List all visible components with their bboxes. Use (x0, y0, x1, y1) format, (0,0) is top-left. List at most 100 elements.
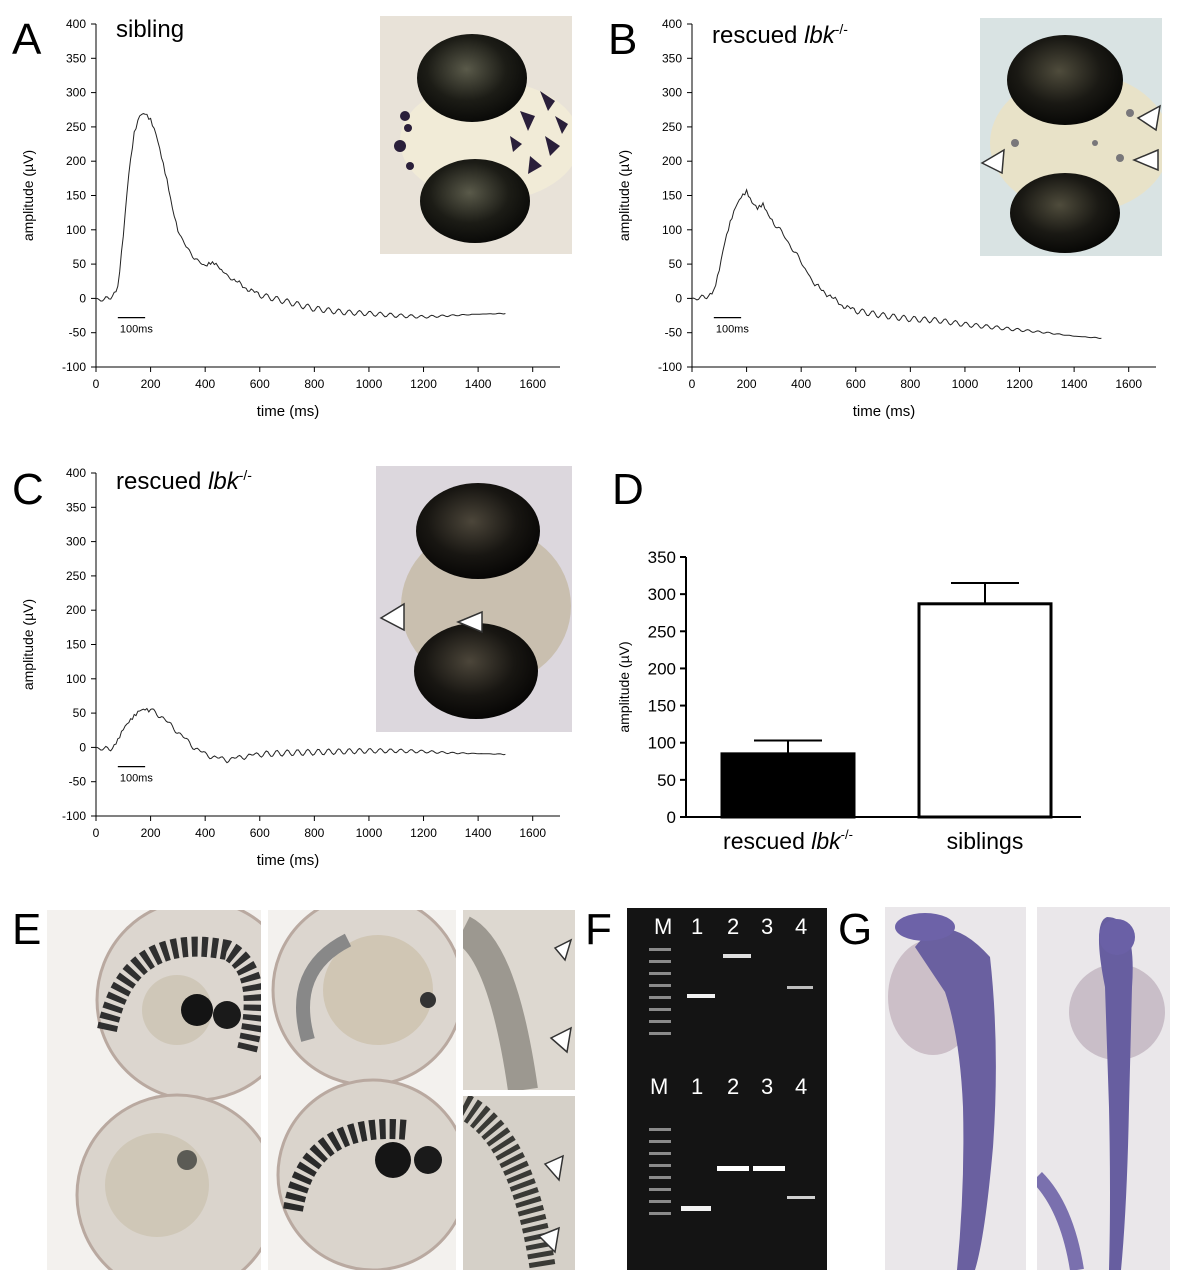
trace-line (95, 113, 506, 319)
in-situ-photo-dorsal (1037, 907, 1170, 1270)
larva-head-photo-b (980, 18, 1162, 256)
y-tick-label: 400 (662, 17, 682, 31)
x-tick-label: 0 (689, 377, 696, 391)
chart-d: 0 50 100 150 200 250 300 350 amplitude (µV) rescu… (616, 548, 1081, 854)
x-tick-label: 200 (141, 377, 161, 391)
gene-name: lbk (811, 828, 842, 854)
y-tick-label: -50 (69, 326, 87, 340)
larva-head-photo-c (376, 466, 572, 732)
x-tick-label: 400 (195, 826, 215, 840)
y-tick-label: -50 (69, 775, 87, 789)
x-tick-label: 1400 (465, 377, 492, 391)
bar (917, 602, 1053, 819)
y-tick-label: 0 (79, 291, 86, 305)
gene-name: lbk (804, 22, 835, 49)
y-tick-label: 250 (66, 120, 86, 134)
embryo-photo-middle (268, 910, 456, 1270)
y-tick-label: 50 (73, 257, 87, 271)
x-tick-label: 200 (737, 377, 757, 391)
y-tick-label: 300 (662, 86, 682, 100)
y-tick-label: 250 (662, 120, 682, 134)
x-tick-label: 200 (141, 826, 161, 840)
y-tick-label: 400 (66, 17, 86, 31)
larva-head-photo-a (380, 16, 572, 254)
x-axis-label: time (ms) (257, 403, 320, 420)
x-tick-label: 800 (304, 826, 324, 840)
x-tick-label: 0 (93, 826, 100, 840)
y-tick-label: 100 (662, 223, 682, 237)
chart-b: -100 -50 0 50 100 150 200 250 300 350 400 0 200 400 60… (616, 17, 1156, 420)
x-tick-label: 600 (846, 377, 866, 391)
x-tick-label: 1200 (410, 377, 437, 391)
genotype-sup: -/- (238, 467, 252, 483)
x-tick-label: 1200 (410, 826, 437, 840)
title-text: rescued (712, 22, 805, 49)
scale-bar-label: 100ms (716, 324, 750, 336)
scale-bar-label: 100ms (120, 773, 154, 785)
x-axis-label: time (ms) (257, 852, 320, 869)
gel-lane-label: 1 (691, 1074, 704, 1099)
y-tick-label: -100 (658, 360, 682, 374)
y-tick-label: 200 (66, 603, 86, 617)
chart-a: -100 -50 0 50 100 150 200 250 300 350 400 0 200 400 60… (20, 17, 560, 420)
y-tick-label: 200 (662, 154, 682, 168)
y-tick-label: 200 (66, 154, 86, 168)
chart-c: -100 -50 0 50 100 150 200 250 300 350 400 0 200 400 60… (20, 466, 560, 869)
genotype-sup: -/- (841, 827, 853, 842)
y-tick-label: 150 (66, 189, 86, 203)
y-tick-label: -100 (62, 360, 86, 374)
x-category-label: siblings (947, 828, 1024, 854)
y-tick-label: 150 (662, 189, 682, 203)
embryo-photo-left (47, 910, 261, 1270)
y-axis-label: amplitude (µV) (616, 641, 632, 732)
y-tick-label: 100 (648, 734, 676, 753)
y-tick-label: -100 (62, 809, 86, 823)
x-tick-label: 1000 (356, 377, 383, 391)
scale-bar-label: 100ms (120, 324, 154, 336)
y-tick-label: 300 (66, 86, 86, 100)
y-tick-label: -50 (665, 326, 683, 340)
y-tick-label: 0 (675, 291, 682, 305)
gel-lane-label: 2 (727, 914, 740, 939)
y-tick-label: 150 (648, 697, 676, 716)
y-tick-label: 250 (66, 569, 86, 583)
gel-lane-label: 3 (761, 1074, 774, 1099)
x-tick-label: 1200 (1006, 377, 1033, 391)
gel-lane-label: 4 (795, 1074, 808, 1099)
bar (720, 752, 856, 819)
x-tick-label: 1400 (1061, 377, 1088, 391)
y-tick-label: 200 (648, 659, 676, 678)
y-axis-label: amplitude (µV) (20, 150, 36, 241)
panel-a-title: sibling (116, 16, 185, 43)
x-axis-label: time (ms) (853, 403, 916, 420)
gel-lane-label: 3 (761, 914, 774, 939)
y-tick-label: 100 (66, 223, 86, 237)
y-tick-label: 150 (66, 638, 86, 652)
y-tick-label: 350 (662, 51, 682, 65)
embryo-closeup-top (463, 910, 575, 1090)
gel-image: M 1 2 3 4 M 1 2 3 4 (627, 908, 827, 1270)
y-axis-label: amplitude (µV) (616, 150, 632, 241)
x-tick-label: 1600 (519, 826, 546, 840)
y-tick-label: 50 (669, 257, 683, 271)
y-tick-label: 100 (66, 672, 86, 686)
x-tick-label: 1000 (952, 377, 979, 391)
x-tick-label: 800 (304, 377, 324, 391)
in-situ-photo-lateral (885, 907, 1026, 1270)
gel-lane-label: 1 (691, 914, 704, 939)
panel-b-title: rescued lbk-/- (712, 21, 848, 50)
trace-line (691, 188, 1102, 340)
embryo-closeup-bottom (463, 1096, 575, 1270)
panel-letter-a: A (12, 15, 42, 64)
category-text: rescued (723, 828, 811, 854)
x-tick-label: 1600 (1115, 377, 1142, 391)
y-tick-label: 300 (66, 535, 86, 549)
y-tick-label: 350 (66, 500, 86, 514)
panel-c-title: rescued lbk-/- (116, 467, 252, 496)
x-category-label: rescued lbk-/- (723, 827, 853, 854)
x-tick-label: 0 (93, 377, 100, 391)
gel-lane-label: 4 (795, 914, 808, 939)
y-tick-label: 0 (79, 740, 86, 754)
x-tick-label: 800 (900, 377, 920, 391)
panel-letter-d: D (612, 465, 644, 514)
